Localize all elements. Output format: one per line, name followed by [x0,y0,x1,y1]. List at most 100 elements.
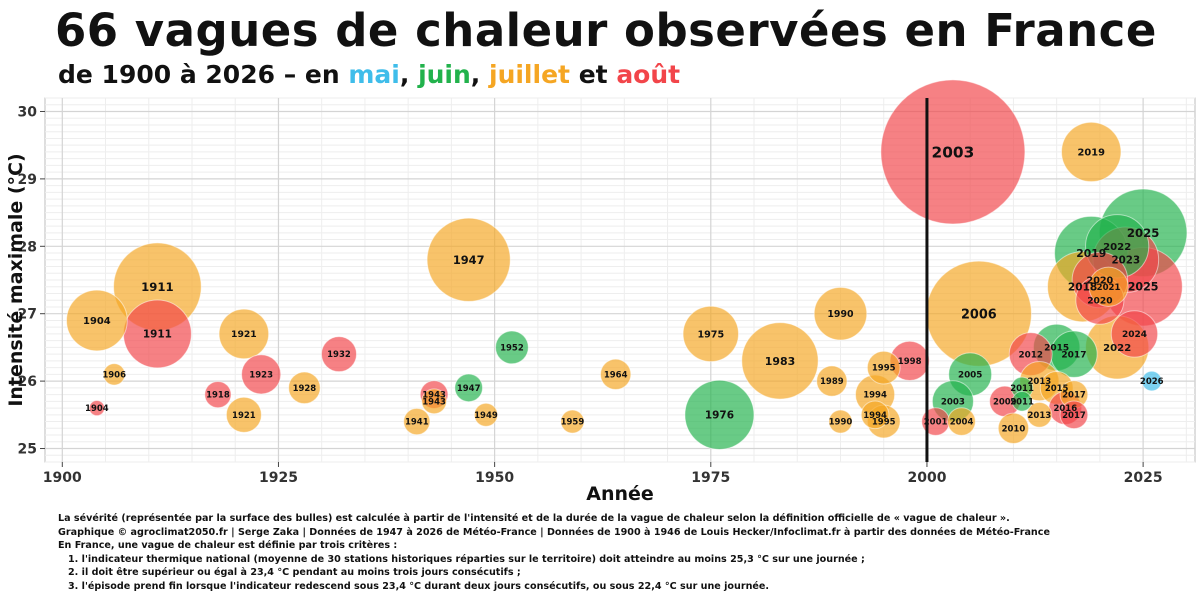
bubble [684,379,755,450]
bubble-label: 1976 [705,410,734,422]
bubble-label: 2016 [1053,404,1077,414]
bubble-label: 2025 [1128,281,1159,294]
bubble-label: 2015 [1045,384,1069,394]
bubble-label: 2015 [1044,344,1069,354]
bubble-label: 2006 [961,307,997,322]
bubble [1110,310,1159,358]
note-criterion-1: 1. l'indicateur thermique national (moye… [68,553,865,565]
bubble [1059,400,1089,430]
bubble [320,336,358,373]
bubble [866,350,901,385]
footnotes: La sévérité (représentée par la surface … [58,512,1188,593]
bubble-label: 2025 [1127,226,1160,240]
bubble-label: 1911 [143,329,172,341]
note-definition: En France, une vague de chaleur est défi… [58,540,398,551]
bubble-label: 2017 [1062,411,1086,421]
bubble [288,371,321,405]
subtitle-month-aout: août [616,60,681,89]
y-axis-title: Intensité maximale (°C) [5,153,27,406]
bubble-label: 2010 [1002,424,1026,434]
bubble-label: 2011 [1010,397,1034,407]
bubble-label: 2012 [1018,350,1042,360]
bubble-label: 1911 [141,280,174,294]
bubble [880,79,1026,225]
x-tick-label: 1900 [43,470,82,486]
bubble [997,412,1030,444]
bubble-label: 2017 [1061,350,1086,360]
bubble [599,358,632,391]
x-tick-label: 1950 [475,470,514,486]
bubble [860,400,890,430]
bubble-label: 1994 [863,391,887,401]
bubble-label: 2022 [1103,343,1131,354]
bubble-label: 2022 [1103,242,1131,253]
bubble [1088,266,1129,307]
bubble-label: 2003 [932,143,975,161]
bubble [741,322,819,400]
bubble [66,289,128,352]
bubble [1011,391,1033,412]
bubble [1141,370,1163,392]
bubble-label: 1989 [820,377,844,387]
x-tick-label: 2000 [907,470,946,486]
bubble-label: 1943 [422,397,446,407]
bubble-label: 1947 [453,253,485,267]
subtitle-separator: , [399,60,419,89]
bubble [102,363,126,386]
bubble-label: 1983 [765,355,796,368]
note-criterion-2: 2. il doit être supérieur ou égal à 23,4… [68,567,521,578]
y-tick-label: 26 [18,374,37,390]
x-tick-label: 2025 [1124,470,1163,486]
bubble-label: 1932 [327,350,351,360]
y-tick-label: 25 [18,442,37,458]
bubble-label: 2005 [958,371,982,381]
bubble [947,407,976,436]
bubble [813,286,868,341]
bubble-label: 1952 [500,343,524,353]
chart-subtitle: de 1900 à 2026 – en mai, juin, juillet e… [58,60,680,89]
y-tick-label: 29 [18,172,37,188]
bubble-label: 1995 [872,364,896,374]
bubble-label: 2018 [1068,282,1097,294]
subtitle-month-mai: mai [348,60,400,89]
bubble-label: 2023 [1112,254,1141,266]
bubble-label: 1998 [898,357,922,367]
bubble [1026,401,1053,428]
bubble-label: 1918 [206,391,230,401]
bubble-label: 2024 [1122,330,1147,340]
bubble-label: 1990 [827,309,854,320]
bubble-label: 2017 [1062,391,1086,401]
bubble-label: 2026 [1140,377,1164,387]
bubble [241,354,282,395]
bubble-label: 2013 [1027,377,1051,387]
bubble [1061,121,1122,183]
bubble-label: 1906 [102,370,126,380]
bubble-label: 2020 [1087,297,1112,307]
bubble-label: 1990 [829,418,853,428]
bubble-label: 2001 [924,418,948,428]
bubble-label: 2021 [1097,283,1121,293]
y-tick-label: 28 [18,239,37,255]
bubble-label: 1995 [872,418,896,428]
bubble-label: 1921 [232,411,256,421]
subtitle-separator: , [470,60,489,89]
subtitle-month-juillet: juillet [489,60,570,89]
bubble [204,380,232,409]
bubble [218,308,270,360]
bubble [421,388,447,415]
bubble-label: 1904 [83,316,111,327]
bubble-label: 2009 [993,397,1017,407]
bubble-label: 1994 [863,411,887,421]
bubble-label: 2013 [1028,411,1052,421]
note-credits: Graphique © agroclimat2050.fr | Serge Za… [58,526,1050,538]
bubble-label: 1921 [231,329,257,340]
chart-title: 66 vagues de chaleur observées en France [55,4,1157,57]
bubble-label: 1964 [604,370,628,380]
bubble-label: 1947 [457,384,481,394]
bubble [403,407,431,436]
bubble-label: 1904 [85,404,109,414]
bubble-label: 2020 [1087,275,1114,286]
bubble-label: 1943 [422,391,446,401]
bubble [816,365,848,397]
